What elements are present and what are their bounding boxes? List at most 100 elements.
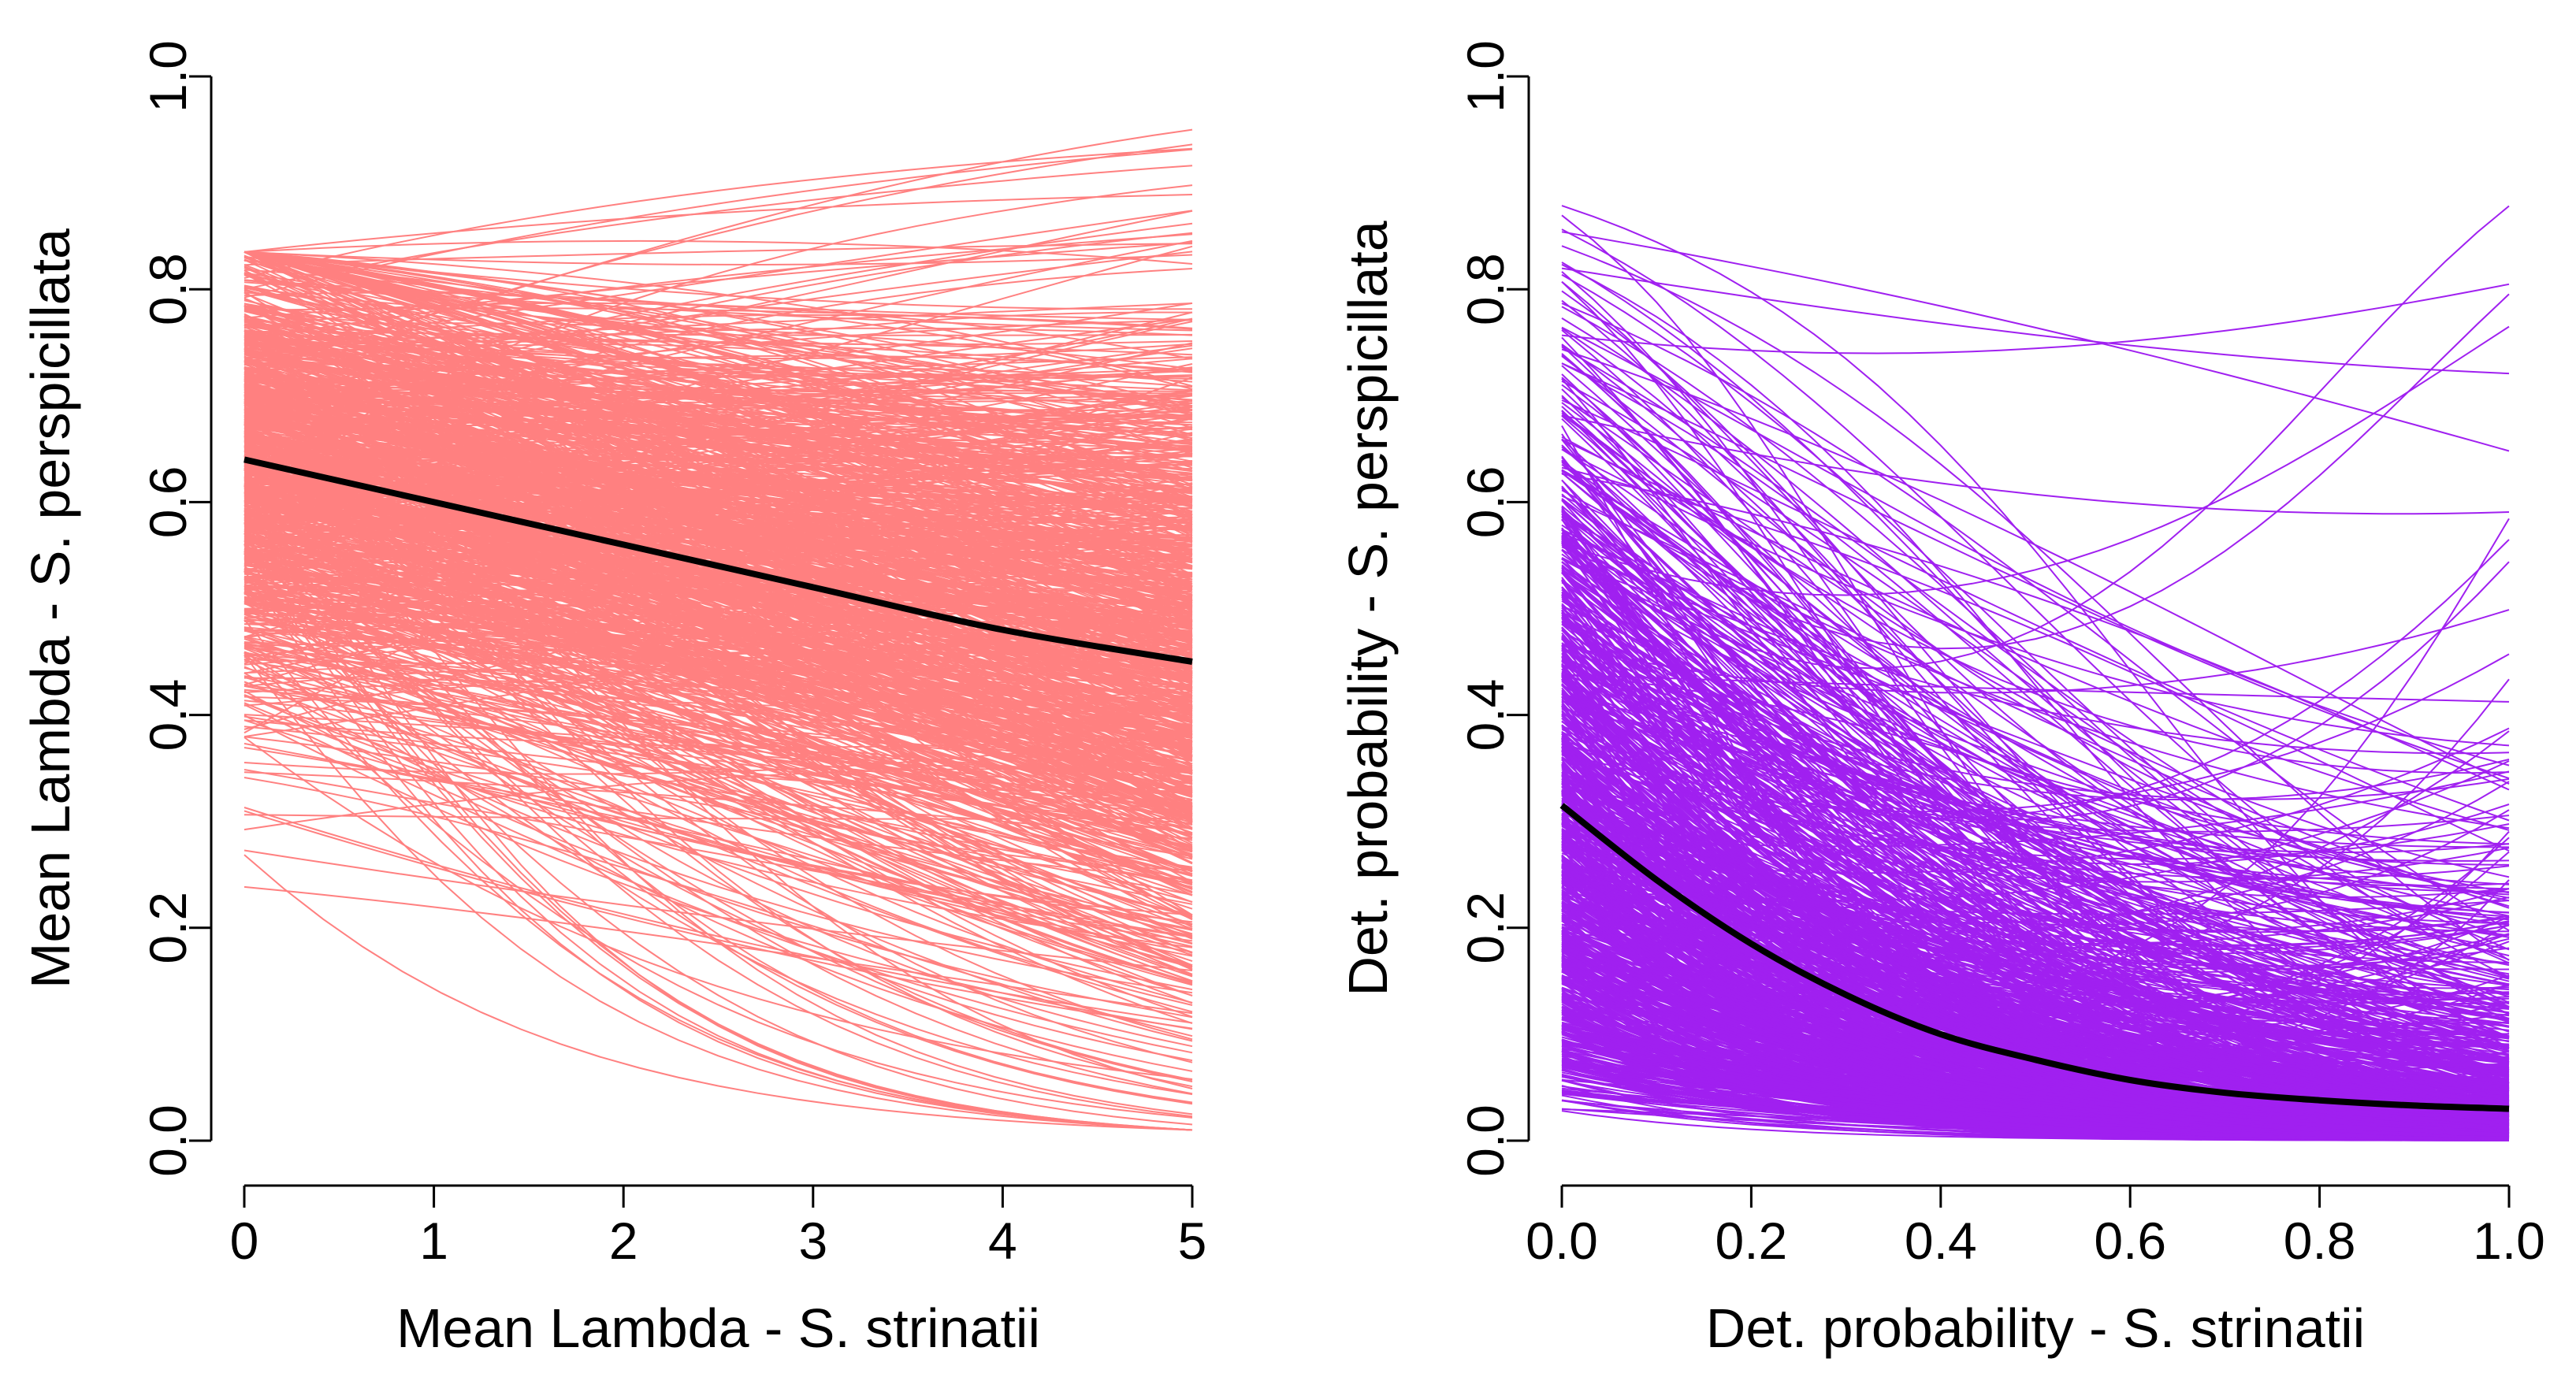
lambda-sample-line bbox=[243, 494, 1193, 826]
detection-sample-line bbox=[1561, 205, 2510, 1049]
lambda-x-tick-label: 5 bbox=[1178, 1212, 1207, 1270]
lambda-y-tick-label: 0.0 bbox=[139, 1104, 197, 1177]
detection-sample-line bbox=[1561, 539, 2510, 819]
detection-posterior-samples bbox=[1561, 205, 2510, 1141]
detection-sample-line bbox=[1561, 384, 2510, 1127]
detection-sample-line bbox=[1561, 774, 2510, 1124]
detection-sample-line bbox=[1561, 540, 2510, 1139]
detection-x-ticks: 0.0 0.2 0.4 0.6 0.8 1.0 bbox=[1526, 1186, 2545, 1270]
lambda-sample-line bbox=[243, 537, 1193, 610]
detection-sample-line bbox=[1561, 473, 2510, 791]
detection-sample-line bbox=[1561, 1071, 2510, 1099]
detection-sample-line bbox=[1561, 559, 2510, 1048]
lambda-sample-line bbox=[243, 485, 1193, 782]
detection-sample-line bbox=[1561, 765, 2510, 1103]
lambda-sample-line bbox=[243, 362, 1193, 414]
detection-x-axis-title: Det. probability - S. strinatii bbox=[1706, 1297, 2365, 1359]
lambda-sample-line bbox=[243, 425, 1193, 458]
lambda-sample-line bbox=[243, 288, 1193, 495]
lambda-y-tick-label: 0.2 bbox=[139, 892, 197, 964]
detection-sample-line bbox=[1561, 561, 2510, 1014]
lambda-sample-line bbox=[243, 464, 1193, 498]
lambda-x-ticks: 0 1 2 3 4 5 bbox=[230, 1186, 1207, 1270]
detection-sample-line bbox=[1561, 470, 2510, 899]
lambda-sample-line bbox=[243, 688, 1193, 774]
lambda-sample-line bbox=[243, 148, 1193, 299]
lambda-sample-line bbox=[243, 381, 1193, 436]
lambda-sample-line bbox=[243, 450, 1193, 784]
detection-sample-line bbox=[1561, 511, 2510, 937]
detection-sample-line bbox=[1561, 293, 2510, 650]
lambda-sample-line bbox=[243, 600, 1193, 698]
detection-sample-line bbox=[1561, 896, 2510, 1135]
lambda-sample-line bbox=[243, 666, 1193, 953]
lambda-sample-line bbox=[243, 409, 1193, 486]
lambda-sample-line bbox=[243, 251, 1193, 455]
lambda-sample-line bbox=[243, 351, 1193, 465]
detection-sample-line bbox=[1561, 489, 2510, 830]
detection-x-tick-label: 0.0 bbox=[1526, 1212, 1598, 1270]
detection-sample-line bbox=[1561, 778, 2510, 946]
lambda-sample-line bbox=[243, 592, 1193, 830]
detection-sample-line bbox=[1561, 231, 2510, 452]
lambda-sample-line bbox=[243, 311, 1193, 555]
lambda-sample-line bbox=[243, 885, 1193, 1015]
lambda-sample-line bbox=[243, 455, 1193, 937]
detection-sample-line bbox=[1561, 299, 2510, 1091]
detection-sample-line bbox=[1561, 692, 2510, 1103]
lambda-sample-line bbox=[243, 602, 1193, 778]
lambda-sample-line bbox=[243, 742, 1193, 882]
detection-sample-line bbox=[1561, 459, 2510, 896]
detection-sample-line bbox=[1561, 399, 2510, 822]
lambda-sample-line bbox=[243, 484, 1193, 985]
lambda-sample-line bbox=[243, 700, 1193, 841]
lambda-x-tick-label: 2 bbox=[609, 1212, 638, 1270]
detection-sample-line bbox=[1561, 438, 2510, 831]
lambda-sample-line bbox=[243, 399, 1193, 629]
detection-sample-line bbox=[1561, 505, 2510, 1053]
detection-sample-line bbox=[1561, 448, 2510, 1085]
lambda-sample-line bbox=[243, 575, 1193, 830]
detection-sample-line bbox=[1561, 469, 2510, 979]
detection-sample-line bbox=[1561, 1016, 2510, 1140]
lambda-sample-line bbox=[243, 562, 1193, 742]
lambda-sample-line bbox=[243, 340, 1193, 669]
lambda-sample-line bbox=[243, 269, 1193, 456]
detection-x-tick-label: 0.6 bbox=[2094, 1212, 2166, 1270]
lambda-sample-line bbox=[243, 814, 1193, 820]
detection-sample-line bbox=[1561, 809, 2510, 951]
lambda-sample-line bbox=[243, 239, 1193, 265]
detection-sample-line bbox=[1561, 841, 2510, 1010]
detection-sample-line bbox=[1561, 529, 2510, 1020]
detection-x-tick-label: 0.4 bbox=[1905, 1212, 1977, 1270]
detection-x-tick-label: 1.0 bbox=[2473, 1212, 2545, 1270]
detection-sample-line bbox=[1561, 564, 2510, 1105]
lambda-sample-line bbox=[243, 317, 1193, 479]
detection-sample-line bbox=[1561, 326, 2510, 766]
lambda-sample-line bbox=[243, 281, 1193, 332]
lambda-sample-line bbox=[243, 455, 1193, 664]
detection-sample-line bbox=[1561, 737, 2510, 1103]
detection-sample-line bbox=[1561, 459, 2510, 957]
lambda-sample-line bbox=[243, 251, 1193, 501]
lambda-sample-line bbox=[243, 391, 1193, 967]
lambda-sample-line bbox=[243, 251, 1193, 581]
detection-sample-line bbox=[1561, 302, 2510, 932]
lambda-sample-line bbox=[243, 251, 1193, 537]
lambda-mean-line bbox=[243, 456, 1193, 665]
lambda-sample-line bbox=[243, 510, 1193, 659]
lambda-sample-line bbox=[243, 616, 1193, 647]
lambda-sample-line bbox=[243, 251, 1193, 823]
detection-sample-line bbox=[1561, 317, 2510, 1004]
detection-sample-line bbox=[1561, 572, 2510, 938]
lambda-sample-line bbox=[243, 810, 1193, 1030]
lambda-x-tick-label: 3 bbox=[798, 1212, 827, 1270]
lambda-sample-line bbox=[243, 388, 1193, 603]
lambda-sample-line bbox=[243, 332, 1193, 476]
detection-sample-line bbox=[1561, 963, 2510, 1134]
lambda-sample-line bbox=[243, 458, 1193, 478]
lambda-sample-line bbox=[243, 510, 1193, 997]
lambda-sample-line bbox=[243, 460, 1193, 518]
lambda-y-tick-label: 0.8 bbox=[139, 253, 197, 325]
detection-sample-line bbox=[1561, 674, 2510, 961]
